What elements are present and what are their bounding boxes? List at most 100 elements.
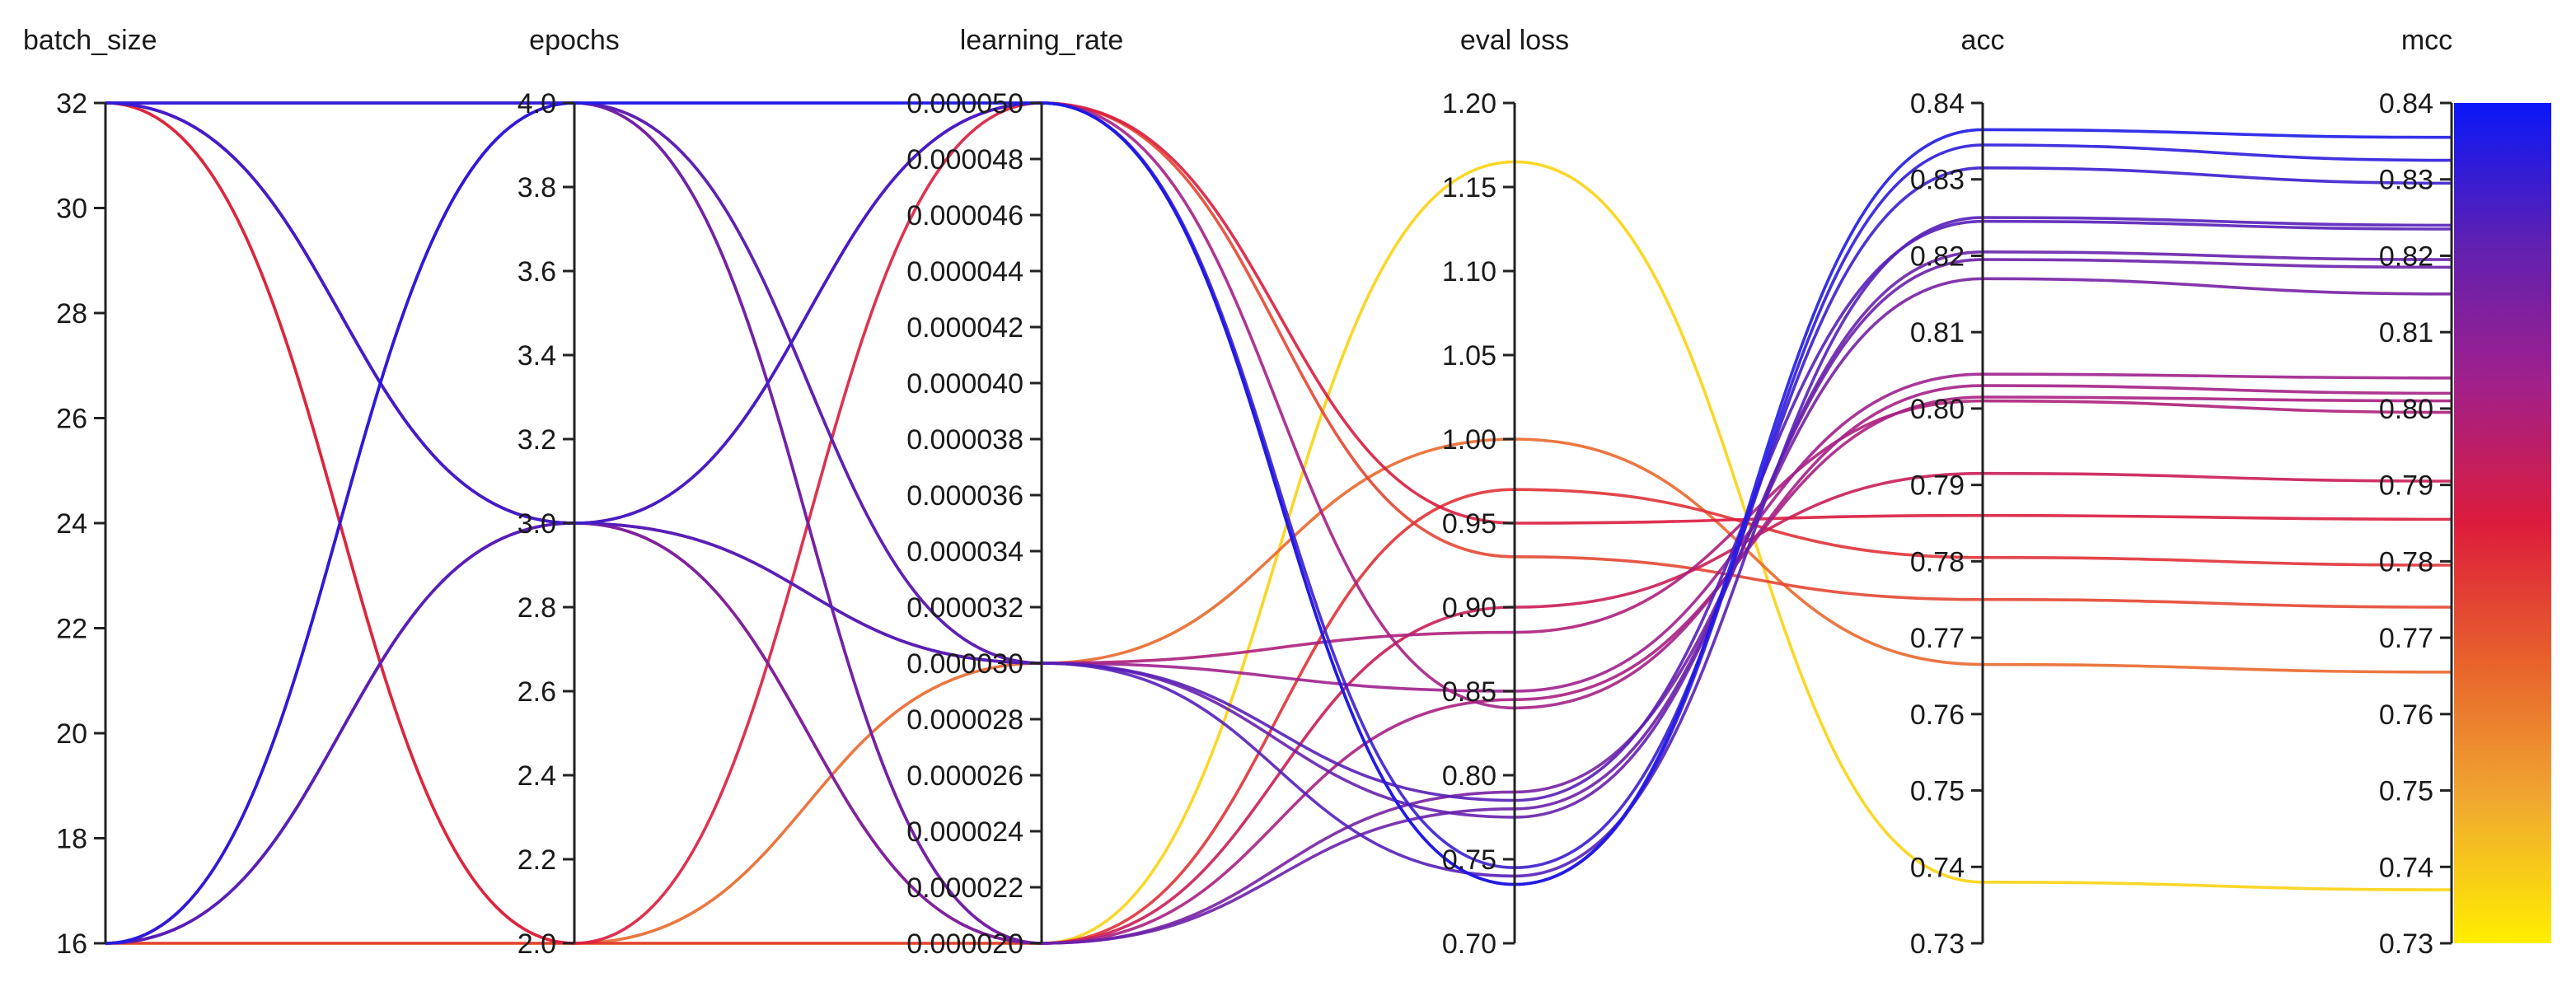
tick-label: 2.8 (518, 592, 556, 624)
run-line-3 (105, 101, 2452, 870)
tick-label: 0.75 (1442, 844, 1496, 876)
tick-label: 0.000028 (906, 704, 1023, 736)
tick-label: 0.000022 (906, 872, 1023, 904)
tick-label: 20 (56, 718, 87, 750)
tick-label: 0.73 (2379, 928, 2433, 960)
axis-eval-loss: eval loss 0.70 0.75 0.80 0.85 0.90 0.95 1.00 1.0… (1442, 25, 1569, 960)
tick-label: 0.78 (2379, 546, 2433, 578)
tick-label: 2.4 (518, 760, 556, 792)
axis-title: acc (1961, 25, 2005, 56)
axis-title: learning_rate (960, 25, 1123, 56)
run-line-15 (105, 488, 2452, 945)
tick-label: 0.73 (1910, 928, 1965, 960)
axis-learning-rate: learning_rate 0.000020 0.000022 0.000024 0.0… (906, 25, 1123, 960)
tick-label: 1.10 (1442, 256, 1496, 288)
tick-label: 3.8 (518, 172, 556, 203)
tick-label: 0.76 (2379, 699, 2433, 731)
tick-label: 0.78 (1910, 546, 1965, 578)
tick-label: 0.77 (2379, 623, 2433, 654)
tick-label: 0.79 (1910, 470, 1965, 502)
tick-label: 1.00 (1442, 424, 1496, 456)
tick-label: 0.80 (2379, 394, 2433, 425)
tick-label: 0.90 (1442, 592, 1496, 624)
tick-label: 0.74 (1910, 852, 1965, 883)
tick-label: 16 (56, 928, 87, 960)
tick-label: 0.76 (1910, 699, 1965, 731)
tick-label: 0.81 (2379, 317, 2433, 348)
tick-label: 2.0 (518, 928, 556, 960)
axes: batch_size 16 18 20 22 24 26 28 30 32 epochs 2.0 2.2… (23, 25, 2453, 960)
tick-label: 0.95 (1442, 508, 1496, 540)
tick-label: 0.84 (1910, 88, 1965, 119)
tick-label: 0.80 (1442, 760, 1496, 792)
run-line-17 (105, 101, 2452, 945)
axis-acc: acc 0.73 0.74 0.75 0.76 0.77 0.78 0.79 0.80 0.81 0… (1910, 25, 2005, 960)
tick-label: 2.6 (518, 676, 556, 708)
tick-label: 3.2 (518, 424, 556, 456)
tick-label: 0.75 (2379, 776, 2433, 807)
tick-label: 0.70 (1442, 928, 1496, 960)
tick-label: 0.81 (1910, 317, 1965, 348)
tick-label: 0.75 (1910, 776, 1965, 807)
tick-label: 0.84 (2379, 88, 2433, 119)
axis-epochs: epochs 2.0 2.2 2.4 2.6 2.8 3.0 3.2 3.4 3.6 3.8 4.0 (518, 25, 620, 960)
tick-label: 0.82 (2379, 241, 2433, 272)
tick-label: 0.000042 (906, 312, 1023, 344)
tick-label: 28 (56, 298, 87, 330)
tick-label: 1.05 (1442, 340, 1496, 372)
tick-label: 30 (56, 194, 87, 225)
tick-label: 0.000046 (906, 200, 1023, 231)
tick-label: 0.000020 (906, 928, 1023, 960)
tick-label: 0.000038 (906, 424, 1023, 456)
run-line-5 (105, 101, 2452, 802)
run-line-13 (105, 101, 2452, 945)
axis-mcc: mcc 0.73 0.74 0.75 0.76 0.77 0.78 0.79 0.80 0.81 0… (2379, 25, 2453, 960)
series-lines (105, 101, 2452, 945)
tick-label: 0.000032 (906, 592, 1023, 624)
tick-label: 0.85 (1442, 676, 1496, 708)
axis-title: epochs (529, 25, 620, 56)
run-line-16 (105, 101, 2452, 609)
axis-batch-size: batch_size 16 18 20 22 24 26 28 30 32 (23, 25, 157, 960)
run-line-4 (105, 216, 2452, 945)
run-line-7 (105, 101, 2452, 945)
axis-title: batch_size (23, 25, 157, 56)
axis-title: eval loss (1460, 25, 1569, 56)
tick-label: 2.2 (518, 844, 556, 876)
run-line-9 (105, 101, 2452, 945)
tick-label: 0.79 (2379, 470, 2433, 502)
tick-label: 26 (56, 404, 87, 435)
run-line-6 (105, 250, 2452, 945)
tick-label: 3.4 (518, 340, 556, 372)
run-line-1 (105, 101, 2452, 945)
tick-label: 24 (56, 508, 87, 540)
tick-label: 32 (56, 88, 87, 119)
axis-title: mcc (2401, 25, 2452, 56)
tick-label: 0.74 (2379, 852, 2433, 883)
tick-label: 18 (56, 824, 87, 855)
tick-label: 0.000048 (906, 144, 1023, 175)
tick-label: 0.000036 (906, 480, 1023, 512)
tick-label: 0.000040 (906, 368, 1023, 400)
run-line-8 (105, 101, 2452, 945)
tick-label: 22 (56, 614, 87, 645)
tick-label: 0.000044 (906, 256, 1023, 288)
tick-label: 0.80 (1910, 394, 1965, 425)
color-scale-bar (2454, 103, 2551, 943)
tick-label: 3.6 (518, 256, 556, 288)
run-line-14 (105, 101, 2452, 945)
tick-label: 0.82 (1910, 241, 1965, 272)
tick-label: 0.000030 (906, 648, 1023, 680)
tick-label: 0.77 (1910, 623, 1965, 654)
tick-label: 0.83 (2379, 165, 2433, 196)
tick-label: 0.000034 (906, 536, 1023, 568)
tick-label: 0.83 (1910, 165, 1965, 196)
tick-label: 0.000026 (906, 760, 1023, 792)
tick-label: 4.0 (518, 88, 556, 119)
tick-label: 1.20 (1442, 88, 1496, 119)
tick-label: 0.000024 (906, 816, 1023, 848)
tick-label: 1.15 (1442, 172, 1496, 203)
tick-label: 3.0 (518, 508, 556, 540)
tick-label: 0.000050 (906, 88, 1023, 119)
